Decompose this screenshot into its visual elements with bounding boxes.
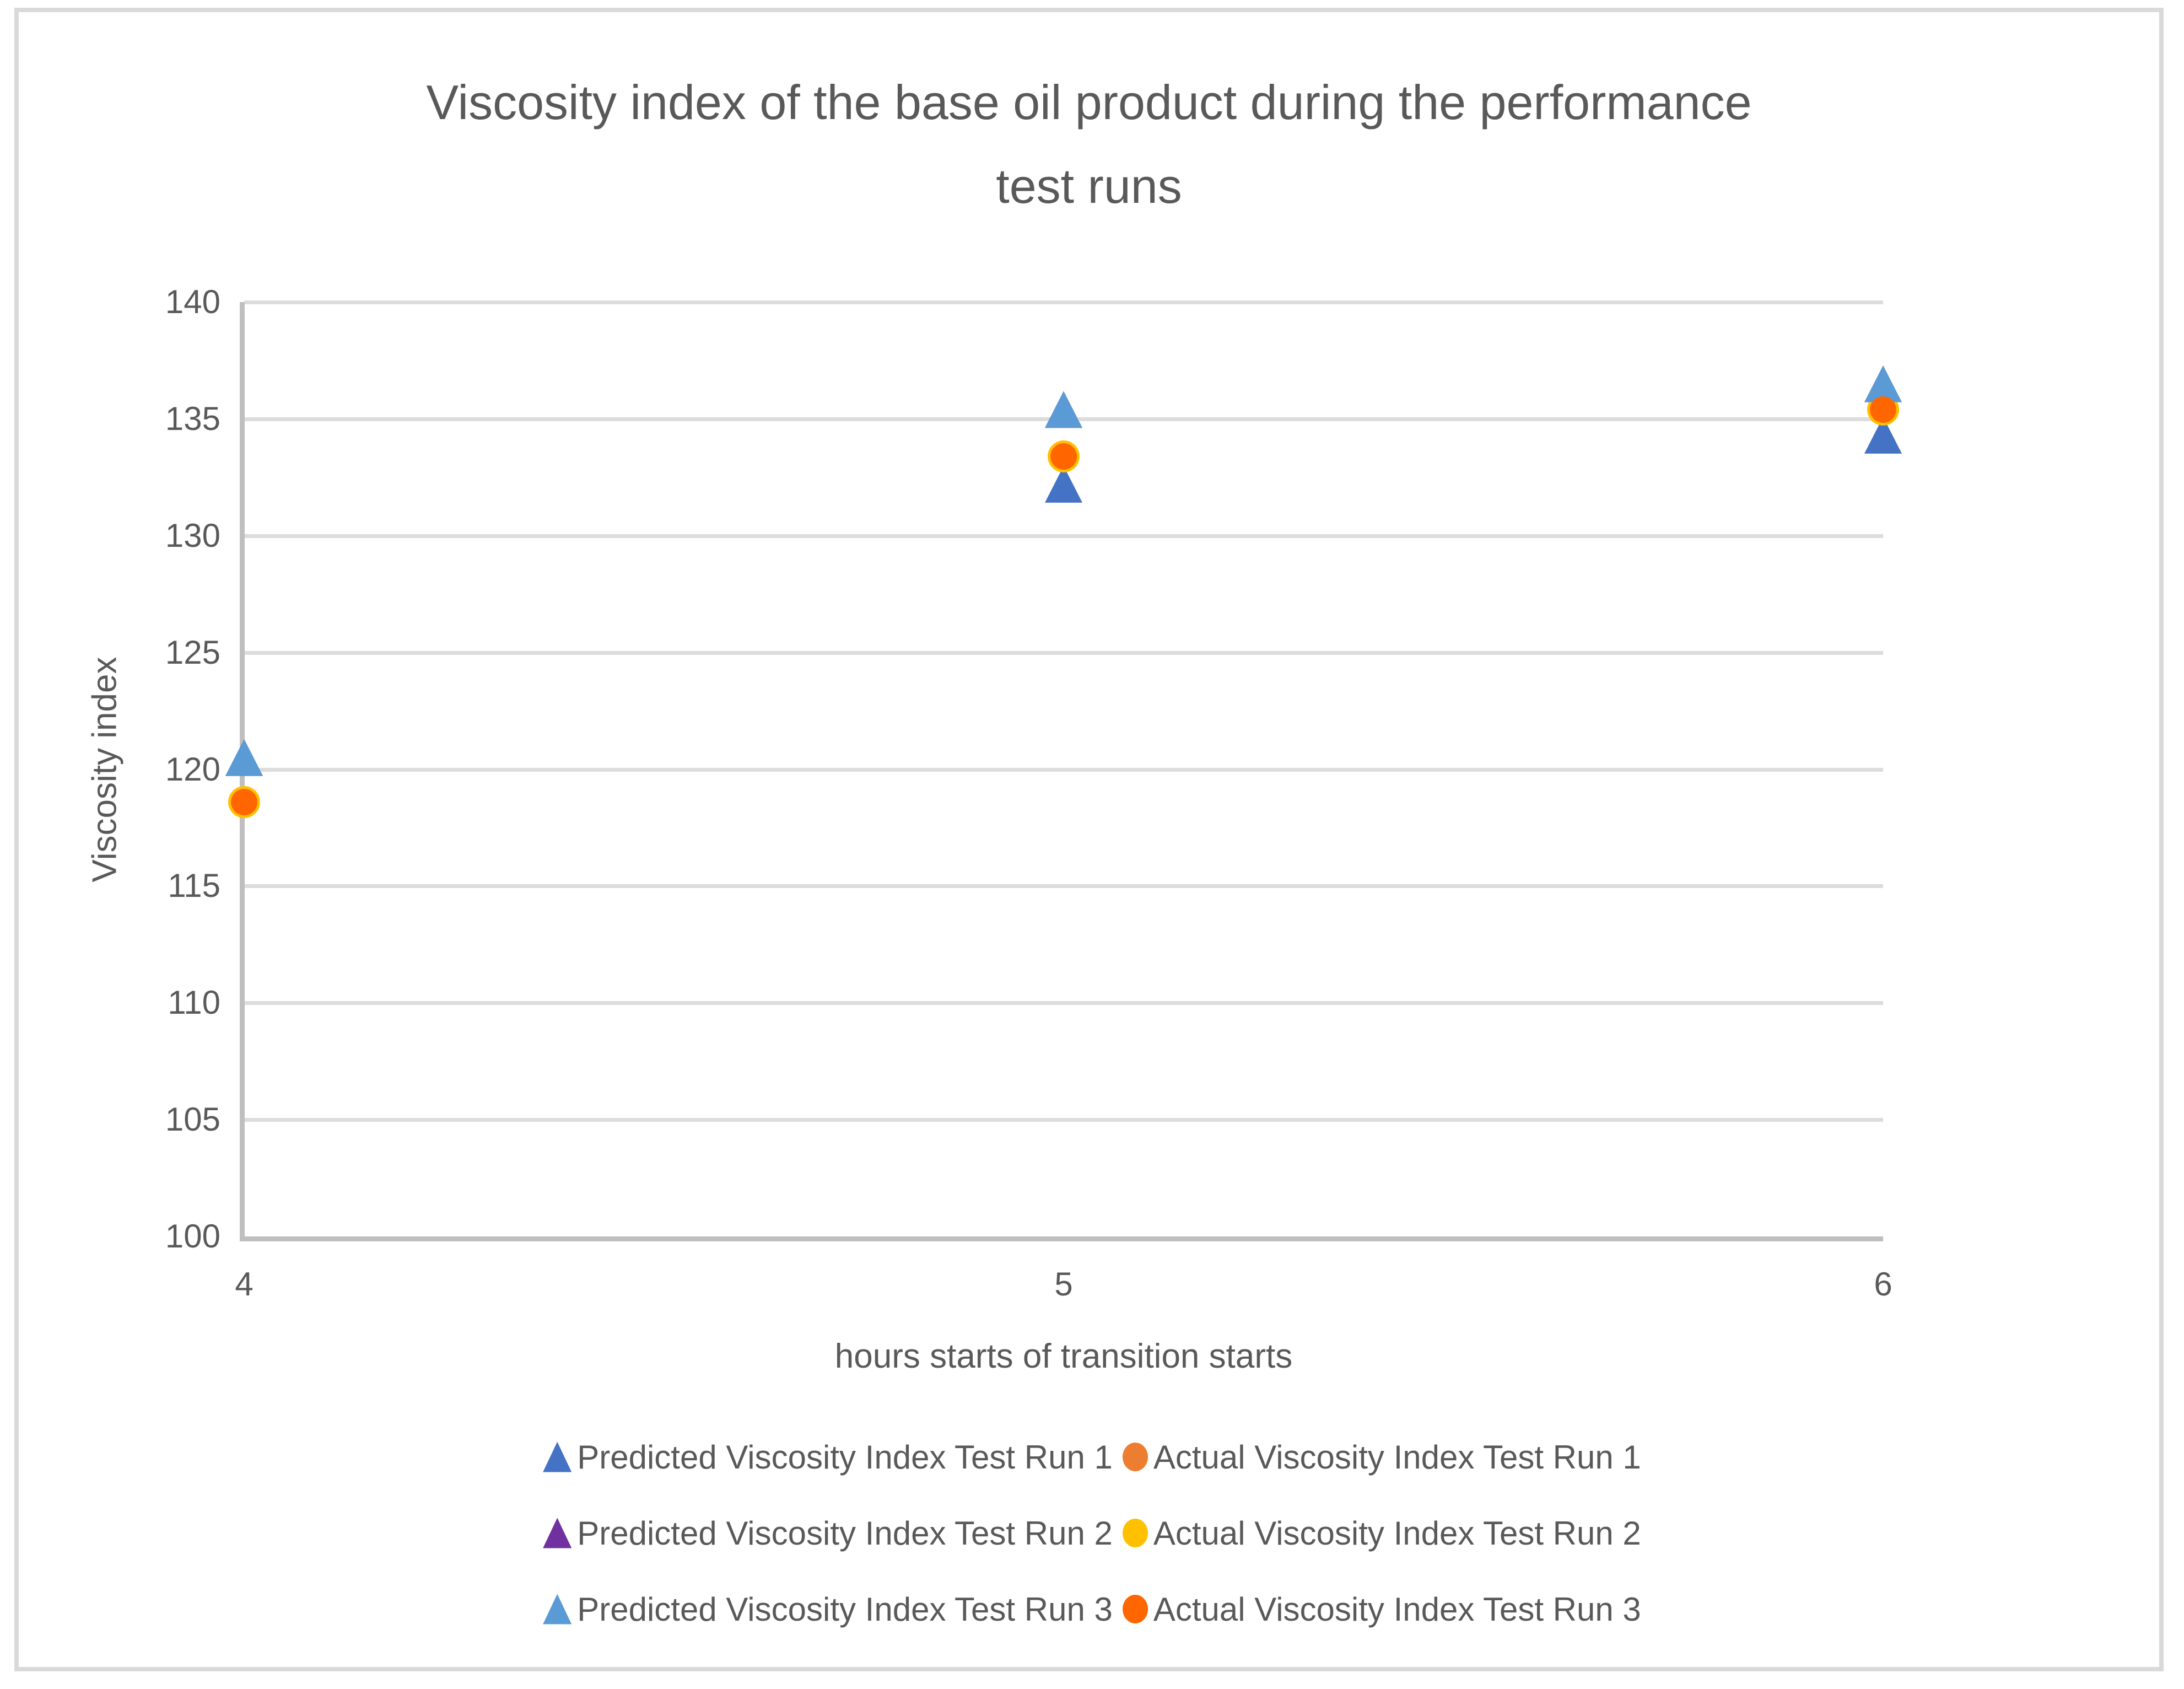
legend-item: Predicted Viscosity Index Test Run 2 bbox=[543, 1514, 1113, 1552]
y-axis-tick-label: 115 bbox=[168, 867, 220, 905]
legend-item: Actual Viscosity Index Test Run 1 bbox=[1122, 1438, 1641, 1476]
data-point-marker bbox=[1870, 396, 1896, 423]
y-axis-tick-label: 120 bbox=[165, 750, 220, 788]
x-axis-tick-label: 5 bbox=[1054, 1266, 1073, 1303]
chart-legend: Predicted Viscosity Index Test Run 1 Actu… bbox=[0, 1419, 2184, 1647]
y-axis-tick-label: 110 bbox=[168, 984, 220, 1021]
horizontal-gridline bbox=[244, 884, 1883, 889]
data-point-marker bbox=[1050, 443, 1077, 470]
legend-item: Actual Viscosity Index Test Run 3 bbox=[1122, 1590, 1641, 1628]
x-axis-tick-label: 4 bbox=[235, 1266, 254, 1303]
circle-legend-marker-icon bbox=[1122, 1595, 1148, 1623]
circle-legend-marker-icon bbox=[1122, 1443, 1148, 1471]
legend-item: Predicted Viscosity Index Test Run 3 bbox=[543, 1590, 1113, 1628]
y-axis-tick-label: 100 bbox=[165, 1218, 220, 1255]
triangle-legend-marker-icon bbox=[543, 1518, 572, 1548]
y-axis-tick-label: 125 bbox=[165, 633, 220, 671]
circle-legend-marker-icon bbox=[1122, 1519, 1148, 1547]
triangle-legend-marker-icon bbox=[543, 1594, 572, 1625]
chart-frame: Viscosity index of the base oil product … bbox=[14, 8, 2164, 1671]
legend-item: Predicted Viscosity Index Test Run 1 bbox=[543, 1438, 1113, 1476]
y-axis-tick-label: 105 bbox=[165, 1101, 220, 1138]
legend-item-label: Predicted Viscosity Index Test Run 1 bbox=[577, 1438, 1113, 1476]
legend-item: Actual Viscosity Index Test Run 2 bbox=[1122, 1514, 1641, 1552]
legend-item-label: Actual Viscosity Index Test Run 1 bbox=[1153, 1438, 1641, 1476]
triangle-legend-marker-icon bbox=[543, 1441, 572, 1472]
data-point-marker bbox=[225, 739, 263, 776]
x-axis-title: hours starts of transition starts bbox=[834, 1337, 1293, 1375]
horizontal-gridline bbox=[244, 650, 1883, 655]
legend-row: Predicted Viscosity Index Test Run 2 Actu… bbox=[0, 1495, 2184, 1571]
legend-item-label: Predicted Viscosity Index Test Run 3 bbox=[577, 1590, 1113, 1628]
legend-row: Predicted Viscosity Index Test Run 3 Actu… bbox=[0, 1571, 2184, 1647]
data-point-marker bbox=[231, 788, 257, 815]
x-axis-line bbox=[240, 1236, 1883, 1241]
horizontal-gridline bbox=[244, 1001, 1883, 1005]
horizontal-gridline bbox=[244, 767, 1883, 772]
y-axis-tick-label: 130 bbox=[165, 517, 220, 554]
y-axis-tick-label: 140 bbox=[165, 283, 220, 320]
horizontal-gridline bbox=[244, 1118, 1883, 1122]
chart-title-line-2: test runs bbox=[996, 159, 1182, 213]
chart-title: Viscosity index of the base oil product … bbox=[19, 61, 2159, 228]
horizontal-gridline bbox=[244, 300, 1883, 304]
legend-item-label: Predicted Viscosity Index Test Run 2 bbox=[577, 1514, 1113, 1552]
y-axis-tick-label: 135 bbox=[165, 400, 220, 437]
chart-title-line-1: Viscosity index of the base oil product … bbox=[426, 75, 1752, 130]
data-point-marker bbox=[1045, 391, 1082, 428]
legend-item-label: Actual Viscosity Index Test Run 2 bbox=[1153, 1514, 1641, 1552]
legend-row: Predicted Viscosity Index Test Run 1 Actu… bbox=[0, 1419, 2184, 1495]
x-axis-tick-label: 6 bbox=[1874, 1266, 1892, 1303]
horizontal-gridline bbox=[244, 534, 1883, 538]
legend-item-label: Actual Viscosity Index Test Run 3 bbox=[1153, 1590, 1641, 1628]
y-axis-title: Viscosity index bbox=[85, 657, 124, 883]
